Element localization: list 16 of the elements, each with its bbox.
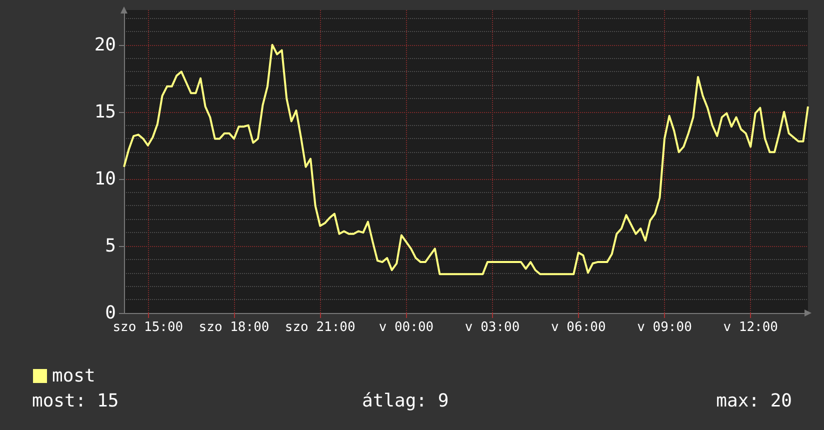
y-tick-label: 10: [94, 168, 116, 190]
text: max: 20: [716, 390, 792, 412]
x-tick-label: v 06:00: [551, 320, 606, 335]
text: átlag: 9: [362, 390, 449, 412]
x-tick-label: szo 18:00: [198, 320, 270, 335]
x-tick-label: v 03:00: [464, 320, 520, 335]
x-tick-label: v 12:00: [723, 320, 778, 335]
legend-label: most: [52, 366, 96, 386]
text: most: 15: [32, 390, 119, 412]
line-series: [123, 44, 809, 276]
x-tick-label: szo 21:00: [284, 320, 356, 335]
x-tick-label: v 00:00: [378, 320, 434, 335]
x-tick-label: v 09:00: [637, 320, 692, 335]
y-tick-label: 15: [94, 101, 116, 122]
y-tick-label: 20: [94, 34, 116, 56]
y-tick-label: 5: [105, 235, 116, 256]
